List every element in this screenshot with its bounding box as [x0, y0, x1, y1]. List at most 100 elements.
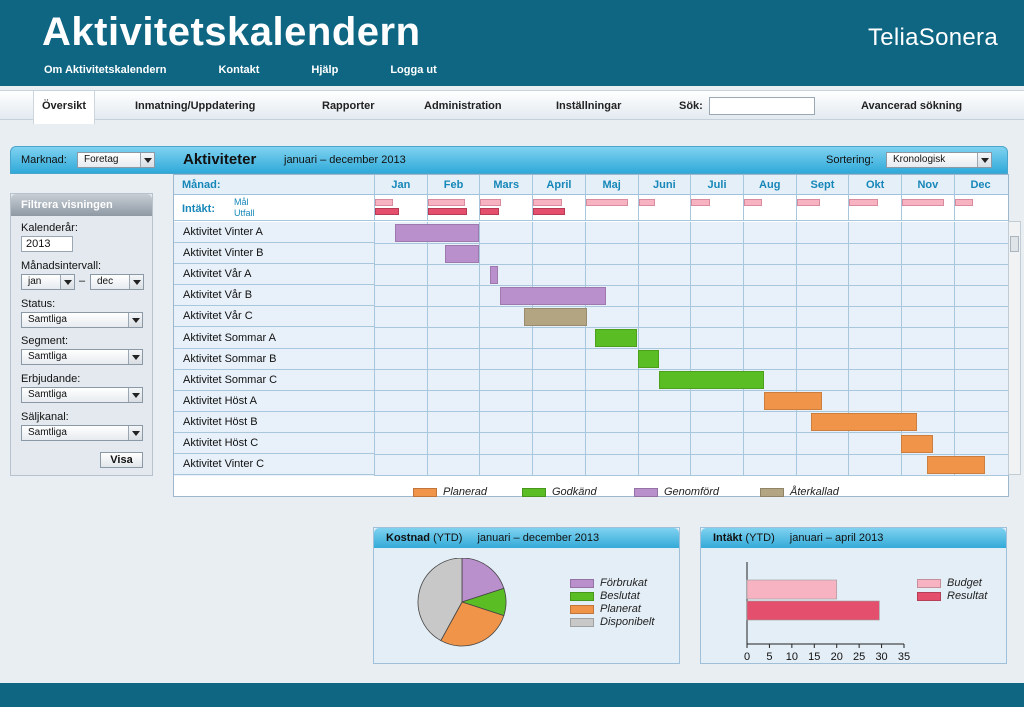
- activity-row-label[interactable]: Aktivitet Sommar C: [174, 370, 374, 391]
- app-title: Aktivitetskalendern: [42, 10, 421, 54]
- legend-godkand: Godkänd: [522, 486, 597, 498]
- channel-select[interactable]: Samtliga: [21, 425, 143, 441]
- interval-from-value: jan: [28, 276, 42, 287]
- income-goal-bar: [585, 199, 628, 206]
- link-contact[interactable]: Kontakt: [218, 64, 260, 76]
- panel-title: Aktiviteter: [183, 151, 257, 168]
- legend-swatch: [570, 617, 594, 627]
- brand-logo: TeliaSonera: [867, 24, 998, 51]
- tab-rapporter[interactable]: Rapporter: [322, 100, 375, 112]
- activity-bar[interactable]: [395, 223, 480, 242]
- activity-row-label[interactable]: Aktivitet Höst B: [174, 412, 374, 433]
- legend-swatch: [570, 604, 594, 614]
- legend-swatch: [570, 591, 594, 601]
- income-legend-item: Resultat: [917, 590, 987, 603]
- legend-label: Planerat: [600, 603, 641, 615]
- offer-select[interactable]: Samtliga: [21, 387, 143, 403]
- cost-box: Kostnad (YTD) januari – december 2013 Fö…: [373, 527, 680, 664]
- offer-label: Erbjudande:: [21, 373, 81, 385]
- income-goal-bar: [902, 199, 945, 206]
- activity-row-label[interactable]: Aktivitet Vår A: [174, 264, 374, 286]
- tab-oversikt[interactable]: Översikt: [33, 91, 96, 124]
- income-goal-bar: [849, 199, 879, 206]
- pie-slice-2: [440, 601, 505, 647]
- activity-bar[interactable]: [445, 244, 480, 263]
- cost-range: januari – december 2013: [477, 532, 600, 544]
- pie-slice-3: [417, 558, 463, 642]
- activity-bar[interactable]: [637, 350, 659, 369]
- activity-row-label[interactable]: Aktivitet Vår B: [174, 285, 374, 307]
- year-input[interactable]: 2013: [21, 236, 73, 252]
- tab-installningar[interactable]: Inställningar: [556, 100, 622, 112]
- channel-label: Säljkanal:: [21, 411, 69, 423]
- link-about[interactable]: Om Aktivitetskalendern: [44, 64, 167, 76]
- activity-row-label[interactable]: Aktivitet Vår C: [174, 306, 374, 328]
- advanced-search-link[interactable]: Avancerad sökning: [861, 100, 963, 112]
- main-nav: Översikt Inmatning/Uppdatering Rapporter…: [0, 90, 1024, 124]
- activity-bar[interactable]: [489, 265, 498, 284]
- month-aug: Aug: [742, 175, 796, 195]
- interval-to-select[interactable]: dec: [90, 274, 144, 290]
- cost-legend-item: Förbrukat: [570, 577, 654, 590]
- activity-gantt-chart: Månad: Jan Feb Mars April Maj Juni Juli Aug Sept…: [173, 174, 1009, 498]
- x-tick-label: 0: [744, 651, 750, 663]
- legend-planerad: Planerad: [413, 486, 487, 498]
- legend-label: Budget: [947, 577, 982, 589]
- activity-row-label[interactable]: Aktivitet Vinter B: [174, 243, 374, 265]
- outcome-label: Utfall: [234, 208, 255, 218]
- income-legend-item: Budget: [917, 577, 987, 590]
- legend-genomford: Genomförd: [634, 486, 719, 498]
- activity-row-label[interactable]: Aktivitet Vinter A: [174, 222, 374, 243]
- show-button[interactable]: Visa: [100, 452, 143, 468]
- activity-row-label[interactable]: Aktivitet Höst A: [174, 391, 374, 412]
- activity-bar[interactable]: [811, 413, 917, 432]
- income-box-header: Intäkt (YTD) januari – april 2013: [701, 528, 1006, 548]
- activity-row-label[interactable]: Aktivitet Vinter C: [174, 454, 374, 476]
- segment-label: Segment:: [21, 335, 69, 347]
- activity-bar[interactable]: [901, 434, 933, 453]
- link-help[interactable]: Hjälp: [311, 64, 339, 76]
- search-input[interactable]: [709, 97, 815, 115]
- activity-bar[interactable]: [500, 286, 606, 305]
- activity-row-label[interactable]: Aktivitet Höst C: [174, 433, 374, 454]
- status-select[interactable]: Samtliga: [21, 312, 143, 328]
- income-range: januari – april 2013: [789, 532, 884, 544]
- income-row: Intäkt: Mål Utfall: [174, 195, 1008, 221]
- status-label: Status:: [21, 298, 56, 310]
- cost-legend-item: Beslutat: [570, 590, 654, 603]
- activity-bar[interactable]: [658, 371, 764, 390]
- activity-bar[interactable]: [524, 307, 588, 326]
- interval-from-select[interactable]: jan: [21, 274, 75, 290]
- segment-select[interactable]: Samtliga: [21, 349, 143, 365]
- month-jan: Jan: [374, 175, 427, 195]
- gantt-scrollbar[interactable]: [1008, 221, 1021, 475]
- offer-select-value: Samtliga: [28, 389, 67, 400]
- legend-label: Genomförd: [664, 486, 720, 498]
- cost-ytd: (YTD): [433, 532, 463, 544]
- legend-label: Återkallad: [790, 486, 839, 498]
- activity-bar[interactable]: [595, 329, 638, 347]
- scrollbar-thumb[interactable]: [1010, 236, 1019, 252]
- tab-inmatning[interactable]: Inmatning/Uppdatering: [135, 100, 256, 112]
- activity-row-label[interactable]: Aktivitet Sommar B: [174, 349, 374, 370]
- segment-select-value: Samtliga: [28, 351, 67, 362]
- sort-select[interactable]: Kronologisk: [886, 152, 992, 168]
- chevron-down-icon: [60, 275, 74, 289]
- link-logout[interactable]: Logga ut: [390, 64, 437, 76]
- legend-label: Godkänd: [552, 486, 597, 498]
- activity-bar[interactable]: [927, 455, 986, 474]
- income-goal-bar: [427, 199, 465, 206]
- month-sept: Sept: [795, 175, 849, 195]
- month-feb: Feb: [426, 175, 480, 195]
- chevron-down-icon: [128, 388, 142, 402]
- filter-title: Filtrera visningen: [11, 194, 152, 216]
- tab-administration[interactable]: Administration: [424, 100, 502, 112]
- legend-label: Beslutat: [600, 590, 640, 602]
- legend-label: Resultat: [947, 590, 988, 602]
- activity-row-label[interactable]: Aktivitet Sommar A: [174, 328, 374, 349]
- market-select[interactable]: Foretag: [77, 152, 155, 168]
- income-legend: Budget Resultat: [917, 577, 987, 603]
- app-footer: [0, 683, 1024, 707]
- activity-bar[interactable]: [763, 392, 822, 411]
- sort-select-value: Kronologisk: [893, 154, 946, 165]
